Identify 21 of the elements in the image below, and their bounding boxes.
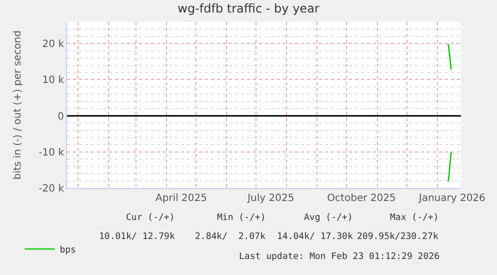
text: Max (-/+) — [390, 213, 439, 223]
text: Cur (-/+) — [126, 213, 175, 223]
y-tick-label: -10 k — [38, 147, 64, 158]
x-tick-label: October 2025 — [327, 193, 396, 204]
y-tick-label: -20 k — [38, 184, 64, 194]
y-axis-title: bits in (-) / out (+) per second — [12, 30, 24, 180]
y-tick-label: 10 k — [42, 75, 64, 86]
y-tick-label: 0 — [58, 111, 64, 122]
text: 14.04k/ 17.30k — [277, 232, 354, 242]
x-tick-label: January 2026 — [418, 193, 486, 204]
y-tick-label: 20 k — [42, 39, 64, 50]
legend-label: bps — [60, 245, 76, 256]
x-tick-label: July 2025 — [246, 193, 294, 204]
text: 10.01k/ 12.79k — [99, 232, 176, 242]
text: 2.84k/ 2.07k — [195, 232, 266, 242]
text: 209.95k/230.27k — [357, 232, 439, 242]
text: Min (-/+) — [217, 213, 266, 223]
text: Avg (-/+) — [304, 213, 353, 223]
chart-title: wg-fdfb traffic - by year — [178, 2, 320, 16]
text: Last update: Mon Feb 23 01:12:29 2026 — [239, 252, 440, 262]
x-tick-label: April 2025 — [156, 193, 207, 204]
